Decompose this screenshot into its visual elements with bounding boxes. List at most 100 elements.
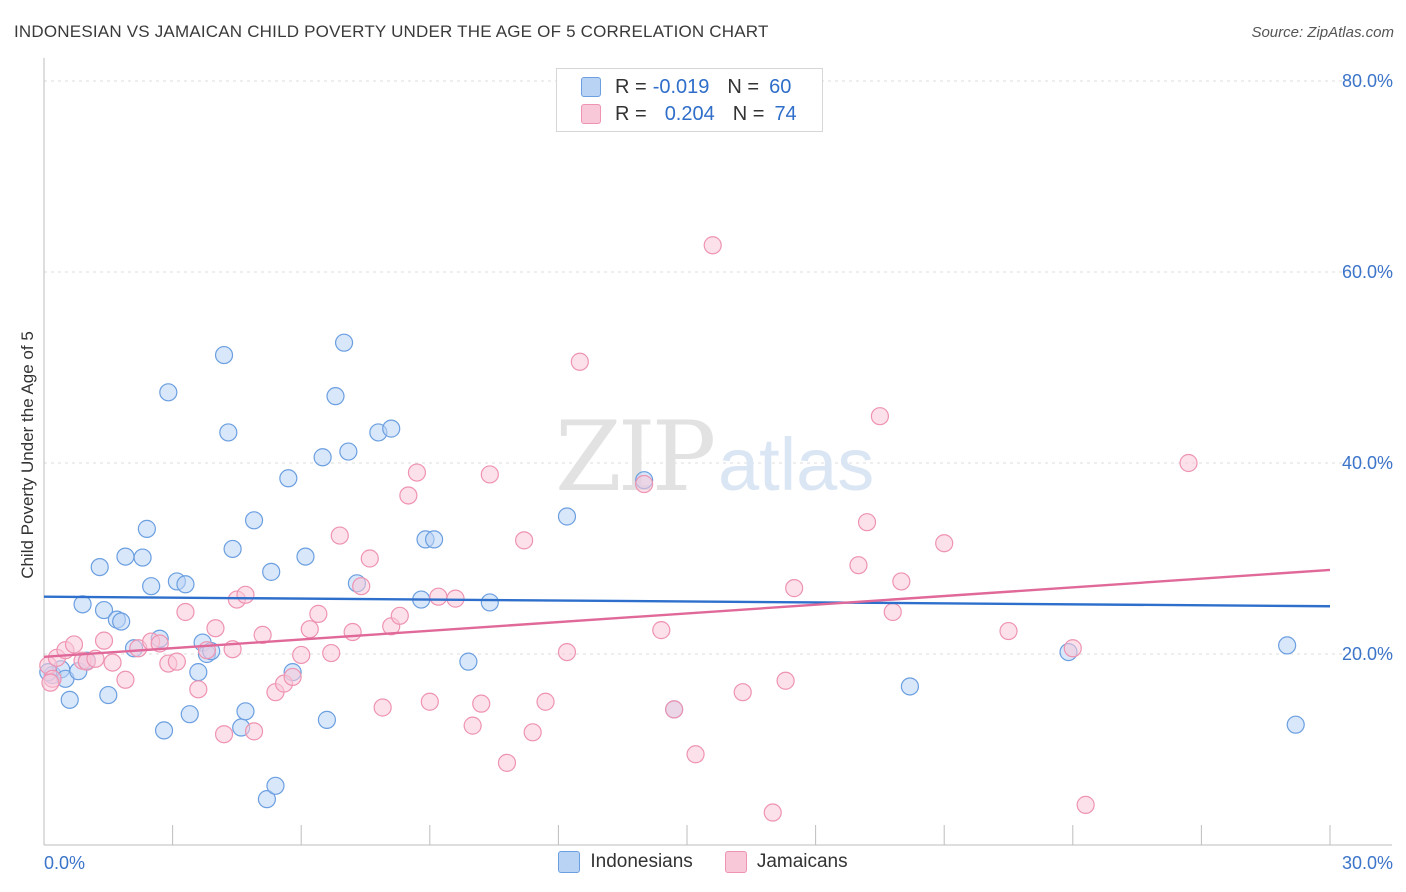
legend-n-label: N = xyxy=(732,102,765,125)
series-jamaicans xyxy=(39,236,1198,822)
jamaican-point xyxy=(857,513,877,532)
jamaican-point xyxy=(197,641,216,660)
legend-n-label: N = xyxy=(727,75,760,98)
jamaican-point xyxy=(352,577,371,596)
indonesian-point xyxy=(266,776,285,795)
jamaican-point xyxy=(523,723,542,742)
bottom-legend-swatch-pink xyxy=(724,851,747,873)
jamaican-point xyxy=(292,645,311,665)
indonesian-point xyxy=(60,690,79,709)
chart-title: INDONESIAN VS JAMAICAN CHILD POVERTY UND… xyxy=(14,22,769,41)
jamaican-point xyxy=(1179,453,1198,473)
trend-lines xyxy=(43,568,1331,659)
jamaican-point xyxy=(1063,639,1082,658)
indonesian-point xyxy=(73,595,92,614)
legend-swatch-blue xyxy=(581,77,601,97)
bottom-legend-indonesians[interactable]: Indonesians xyxy=(558,851,693,873)
jamaican-point xyxy=(570,352,589,371)
indonesian-point xyxy=(900,677,920,696)
indonesian-point xyxy=(159,383,178,402)
bottom-legend-label: Jamaicans xyxy=(756,851,848,872)
legend-r-label: R = xyxy=(615,102,647,125)
indonesian-point xyxy=(154,721,174,740)
indonesian-point xyxy=(296,547,315,566)
jamaican-point xyxy=(497,753,517,772)
jamaican-point xyxy=(652,621,671,640)
jamaican-point xyxy=(253,625,272,645)
jamaican-trend-line xyxy=(43,568,1331,659)
bottom-legend-label: Indonesians xyxy=(590,851,693,872)
indonesian-point xyxy=(326,387,345,406)
indonesian-point xyxy=(279,469,298,488)
jamaican-point xyxy=(1076,795,1095,814)
jamaican-point xyxy=(373,698,392,717)
indonesian-point xyxy=(112,612,131,631)
jamaican-point xyxy=(407,463,427,482)
watermark-atlas: atlas xyxy=(718,423,874,506)
watermark-zip: ZIP xyxy=(555,401,714,513)
jamaican-point xyxy=(244,722,264,741)
jamaican-point xyxy=(390,606,409,625)
y-axis-label: Child Poverty Under the Age of 5 xyxy=(18,331,37,579)
jamaican-point xyxy=(463,716,482,735)
indonesian-point xyxy=(223,539,242,559)
indonesian-point xyxy=(339,442,358,461)
indonesian-trend-line xyxy=(43,595,1331,608)
indonesian-point xyxy=(99,685,118,705)
jamaican-point xyxy=(94,631,114,650)
indonesian-point xyxy=(480,593,499,612)
jamaican-point xyxy=(776,671,795,690)
jamaican-point xyxy=(309,604,328,623)
y-tick-label: 60.0% xyxy=(1342,262,1393,282)
watermark: ZIP atlas xyxy=(555,401,874,513)
jamaican-point xyxy=(64,635,84,654)
indonesian-point xyxy=(262,562,281,581)
indonesian-point xyxy=(424,530,444,549)
legend-n-value: 60 xyxy=(769,75,792,98)
axes xyxy=(43,57,1392,846)
jamaican-point xyxy=(665,700,684,719)
jamaican-point xyxy=(635,474,654,494)
indonesian-point xyxy=(133,548,152,567)
jamaican-point xyxy=(870,407,890,426)
jamaican-point xyxy=(883,602,902,622)
jamaican-point xyxy=(343,622,362,642)
jamaican-point xyxy=(214,725,234,744)
jamaican-point xyxy=(480,465,499,484)
jamaican-point xyxy=(999,621,1018,641)
bottom-legend-swatch-blue xyxy=(558,851,581,873)
jamaican-point xyxy=(300,620,319,639)
indonesian-point xyxy=(236,702,255,721)
legend-n-value: 74 xyxy=(774,102,797,125)
jamaican-point xyxy=(785,579,804,598)
source-label: Source: ZipAtlas.com xyxy=(1251,24,1394,41)
jamaican-point xyxy=(176,602,195,622)
jamaican-point xyxy=(703,236,722,255)
indonesian-point xyxy=(382,419,401,438)
legend-row-indonesians: R = -0.019 N = 60 xyxy=(581,74,791,100)
indonesian-point xyxy=(334,333,354,352)
jamaican-point xyxy=(116,670,135,689)
x-tick-label: 30.0% xyxy=(1342,853,1393,873)
legend-swatch-pink xyxy=(581,104,601,124)
y-tick-label: 80.0% xyxy=(1342,71,1393,91)
jamaican-point xyxy=(322,643,341,663)
indonesian-point xyxy=(176,575,195,594)
indonesian-point xyxy=(116,547,135,566)
jamaican-point xyxy=(892,572,911,591)
indonesian-point xyxy=(313,448,332,467)
jamaican-point xyxy=(686,745,705,764)
bottom-legend: Indonesians Jamaicans xyxy=(0,851,1406,873)
legend-row-jamaicans: R = 0.204 N = 74 xyxy=(581,101,797,127)
legend-r-label: R = xyxy=(615,75,647,98)
jamaican-point xyxy=(206,619,225,638)
legend-r-value: 0.204 xyxy=(664,102,715,125)
legend: R = -0.019 N = 60 R = 0.204 N = 74 xyxy=(556,68,823,132)
indonesian-point xyxy=(557,507,577,526)
jamaican-point xyxy=(167,652,186,671)
indonesian-point xyxy=(459,652,478,671)
indonesian-point xyxy=(189,663,208,682)
bottom-legend-jamaicans[interactable]: Jamaicans xyxy=(724,851,848,873)
jamaican-point xyxy=(763,803,782,822)
indonesian-point xyxy=(180,705,199,724)
